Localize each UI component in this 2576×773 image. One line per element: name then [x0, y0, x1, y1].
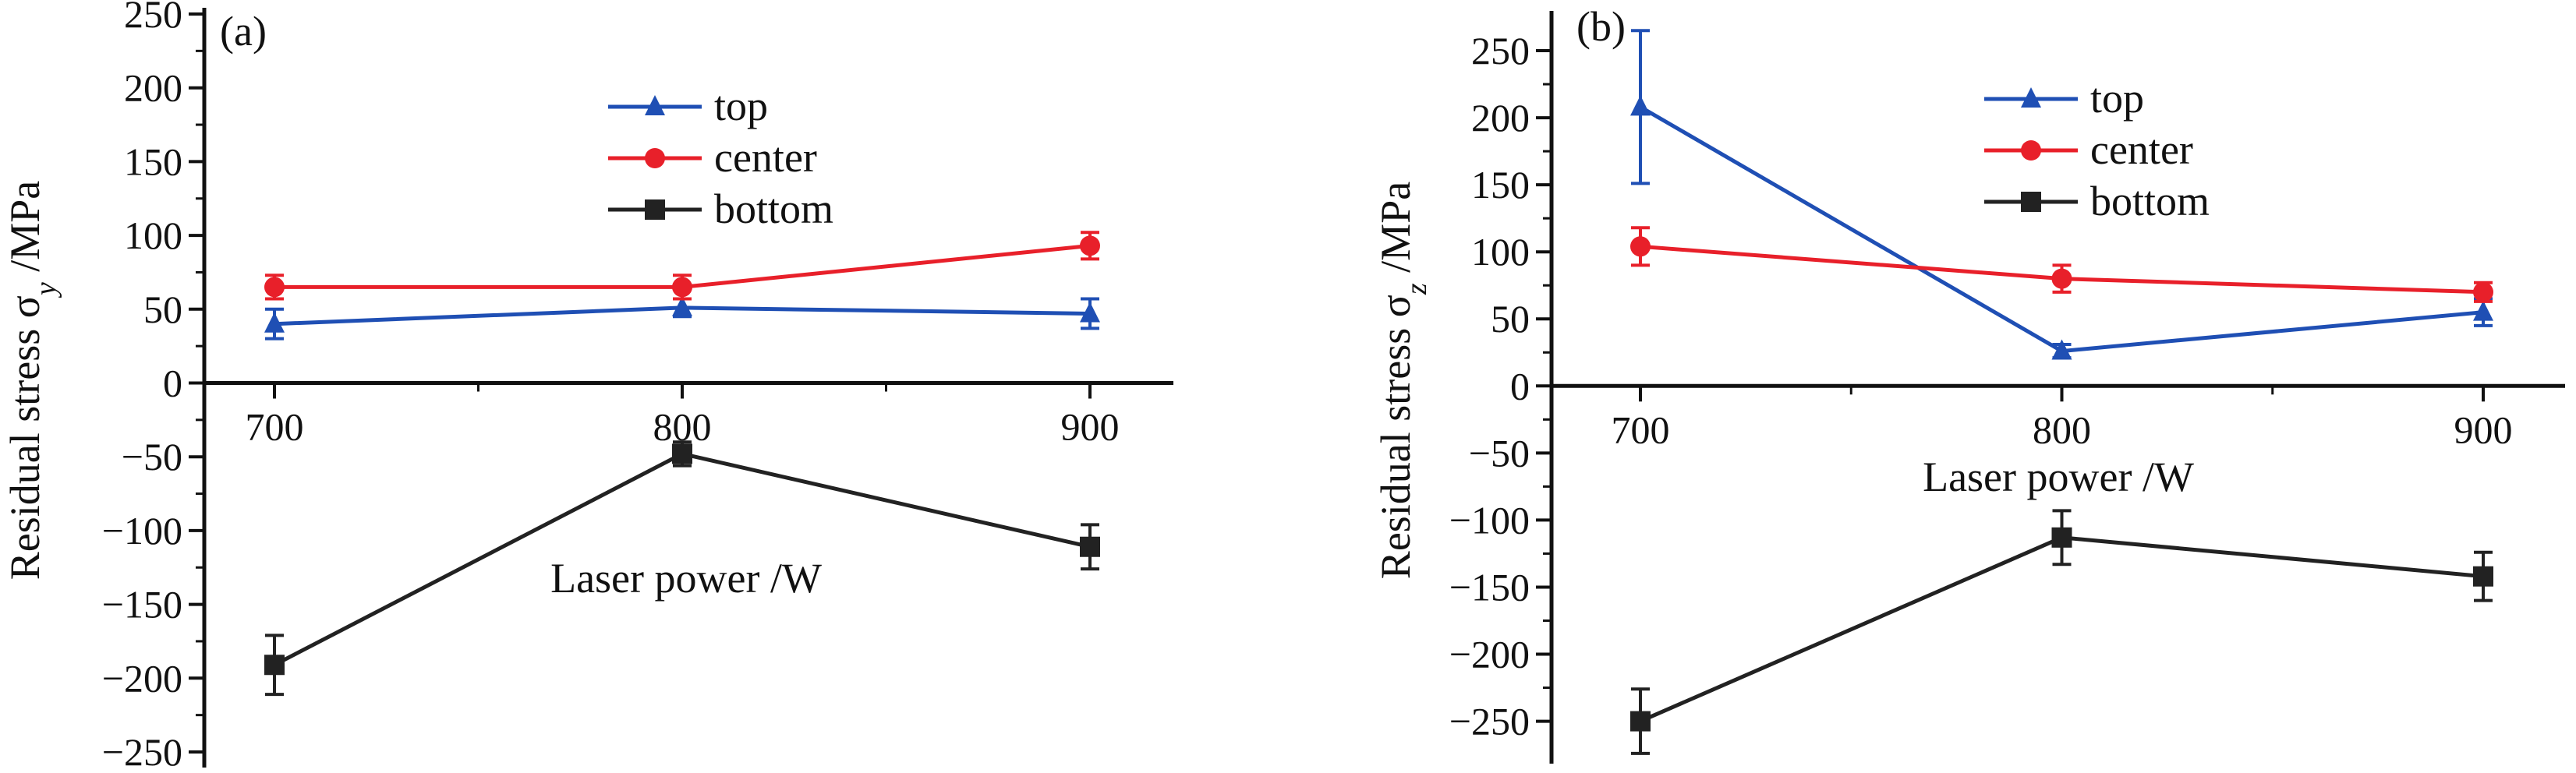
- y-tick-label: −250: [1449, 700, 1530, 743]
- y-tick-label: 200: [124, 66, 182, 110]
- x-tick-label: 700: [246, 405, 304, 449]
- data-point: [2473, 566, 2493, 587]
- legend-label-top: top: [2090, 75, 2144, 122]
- y-tick-label: −250: [102, 730, 182, 773]
- x-axis-title: Laser power /W: [550, 555, 822, 602]
- y-axis-title: Residual stress σz /MPa: [1372, 182, 1433, 579]
- data-point: [2473, 281, 2493, 302]
- y-tick-label: −200: [102, 656, 182, 700]
- data-point: [672, 443, 692, 464]
- data-point: [1080, 302, 1100, 323]
- data-point: [1080, 235, 1100, 256]
- y-tick-label: −100: [102, 509, 182, 552]
- data-point: [1630, 711, 1651, 732]
- y-axis-title-main: Residual stress σ: [2, 295, 48, 580]
- legend-marker: [2021, 192, 2041, 212]
- y-tick-label: 150: [1471, 163, 1530, 206]
- legend-marker: [645, 95, 665, 115]
- data-point: [2051, 527, 2072, 548]
- y-tick-label: −200: [1449, 633, 1530, 676]
- legend-label-top: top: [714, 83, 768, 129]
- x-tick-label: 700: [1612, 408, 1670, 451]
- x-tick-label: 900: [2454, 408, 2513, 451]
- y-axis-title-unit: /MPa: [1372, 182, 1419, 284]
- legend-marker: [2021, 140, 2041, 161]
- series-center: [264, 231, 1100, 301]
- y-axis-title-subscript: z: [1400, 283, 1433, 295]
- y-tick-label: −150: [1449, 565, 1530, 609]
- x-tick-label: 900: [1061, 405, 1120, 449]
- legend-marker: [645, 199, 665, 220]
- series-top: [264, 295, 1100, 341]
- y-tick-label: 100: [1471, 230, 1530, 274]
- legend-label-bottom: bottom: [2090, 178, 2210, 224]
- x-tick-label: 800: [2033, 408, 2091, 451]
- data-point: [2051, 268, 2072, 289]
- y-tick-label: 50: [143, 288, 182, 331]
- legend-marker: [2021, 87, 2041, 108]
- y-tick-label: 0: [163, 362, 182, 405]
- y-tick-label: −150: [102, 583, 182, 627]
- data-point: [264, 312, 285, 333]
- y-tick-label: −100: [1449, 498, 1530, 542]
- legend-label-center: center: [714, 134, 817, 181]
- chart-panel-b: 250 200 150 100 50 0 −50 −100 −150 −200 −250 700 800…: [1372, 3, 2565, 764]
- y-axis-title-main: Residual stress σ: [1372, 295, 1419, 579]
- data-point: [2473, 300, 2493, 321]
- y-axis-title-subscript: y: [30, 282, 62, 298]
- data-point: [1630, 236, 1651, 257]
- y-tick-label: −50: [122, 435, 182, 478]
- legend-label-bottom: bottom: [714, 185, 833, 232]
- y-tick-label: 150: [124, 139, 182, 183]
- legend-marker: [645, 148, 665, 168]
- data-point: [672, 277, 692, 298]
- series-top: [1630, 29, 2493, 360]
- y-axis-title-unit: /MPa: [2, 181, 48, 283]
- series-line-top: [1639, 105, 2484, 354]
- y-tick-label: 0: [1510, 364, 1530, 408]
- data-point: [1630, 95, 1651, 116]
- data-point: [264, 655, 285, 676]
- series-bottom: [1630, 509, 2493, 755]
- data-point: [264, 277, 285, 298]
- series-bottom: [264, 440, 1100, 697]
- y-axis-title: Residual stress σy /MPa: [2, 181, 62, 581]
- panel-label: (b): [1576, 3, 1626, 50]
- legend-label-center: center: [2090, 126, 2193, 173]
- y-tick-label: 50: [1491, 297, 1530, 341]
- data-point: [672, 295, 692, 316]
- y-tick-label: 100: [124, 214, 182, 257]
- y-tick-label: −50: [1469, 431, 1530, 475]
- panel-label: (a): [220, 8, 267, 55]
- x-axis-title: Laser power /W: [1923, 454, 2194, 500]
- y-tick-label: 250: [124, 0, 182, 36]
- y-tick-label: 200: [1471, 96, 1530, 139]
- series-center: [1630, 226, 2493, 303]
- data-point: [1080, 536, 1100, 557]
- data-point: [2051, 339, 2072, 360]
- y-tick-label: 250: [1471, 29, 1530, 72]
